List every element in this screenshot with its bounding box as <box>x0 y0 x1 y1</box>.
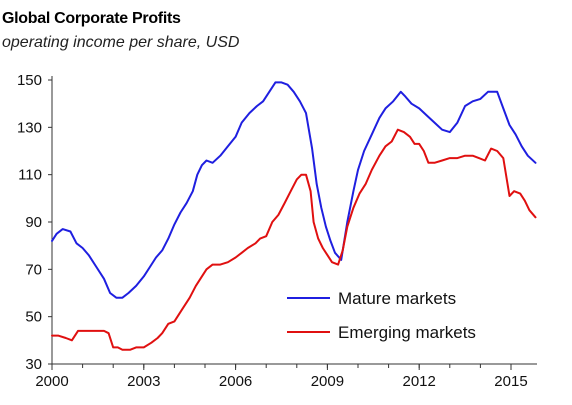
chart-title: Global Corporate Profits <box>2 10 181 27</box>
legend-label: Mature markets <box>338 289 456 308</box>
y-tick-label: 150 <box>17 72 42 89</box>
x-tick-label: 2006 <box>219 373 252 390</box>
y-tick-label: 30 <box>25 356 42 373</box>
y-tick-label: 130 <box>17 119 42 136</box>
series-line-emerging-markets <box>51 128 537 351</box>
y-tick-label: 50 <box>25 309 42 326</box>
chart-subtitle: operating income per share, USD <box>2 34 240 51</box>
x-tick-label: 2000 <box>35 373 68 390</box>
x-tick-label: 2015 <box>494 373 527 390</box>
series-line-mature-markets <box>51 81 537 299</box>
x-tick-label: 2009 <box>311 373 344 390</box>
x-tick-label: 2003 <box>127 373 160 390</box>
legend-label: Emerging markets <box>338 323 476 342</box>
y-tick-label: 110 <box>18 167 42 184</box>
y-tick-label: 90 <box>25 214 42 231</box>
x-tick-label: 2012 <box>403 373 436 390</box>
y-tick-label: 70 <box>25 261 42 278</box>
